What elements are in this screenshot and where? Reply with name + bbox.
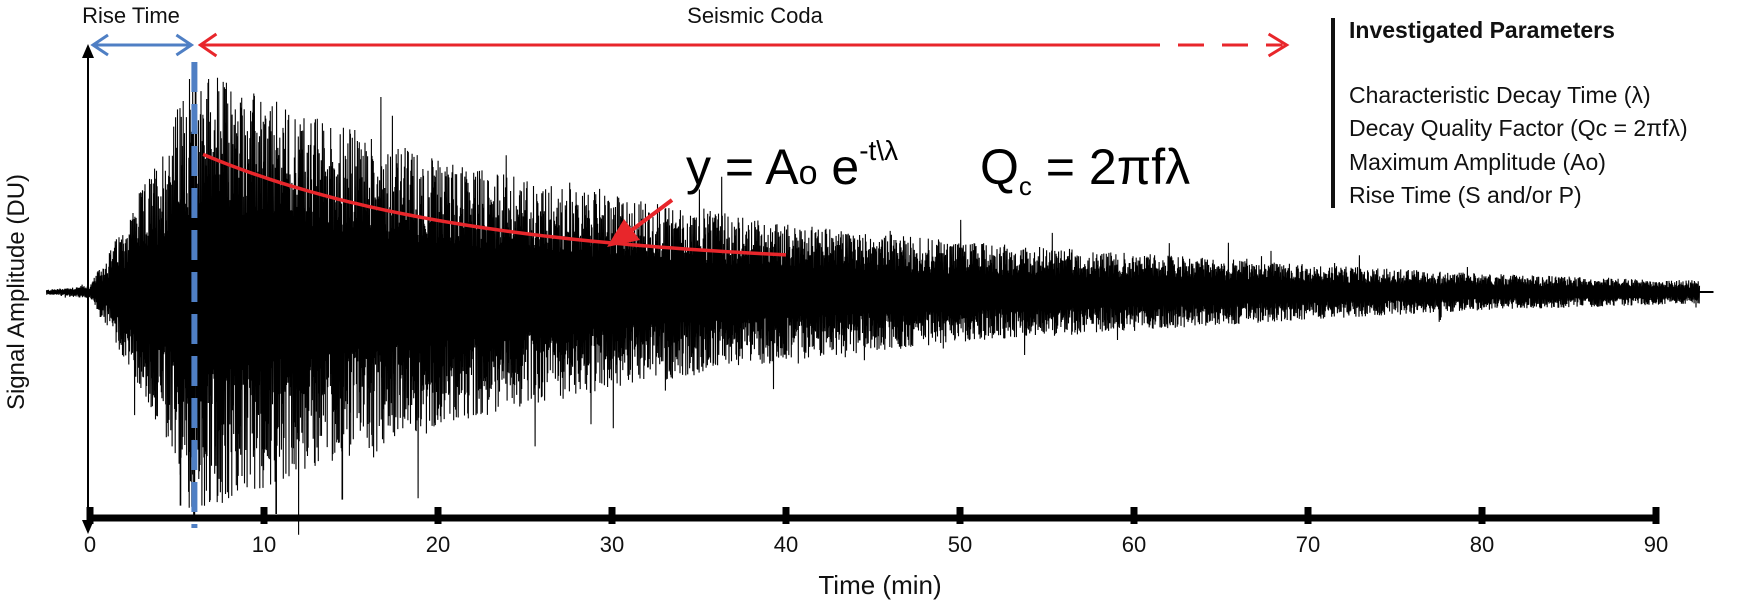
decay-formula-exponent: -t\λ [859, 135, 899, 167]
seismic-coda-label: Seismic Coda [687, 3, 823, 28]
rise-time-arrowhead-right [175, 33, 195, 57]
quality-formula-rhs: = 2πfλ [1031, 139, 1191, 195]
y-axis-arrow-top [82, 44, 94, 58]
parameters-divider [1331, 18, 1335, 208]
decay-fit-line [202, 152, 787, 257]
x-axis-label: Time (min) [818, 570, 941, 600]
decay-formula-lhs: y = A [686, 139, 799, 195]
parameter-item: Decay Quality Factor (Qc = 2πfλ) [1349, 115, 1688, 141]
parameter-item: Rise Time (S and/or P) [1349, 182, 1582, 208]
x-tick-label: 70 [1296, 532, 1320, 557]
coda-arrowhead-right [1267, 32, 1290, 58]
rise-time-label: Rise Time [82, 3, 180, 28]
x-tick-label: 60 [1122, 532, 1146, 557]
x-tick-label: 30 [600, 532, 624, 557]
x-tick-label: 20 [426, 532, 450, 557]
x-tick-label: 0 [84, 532, 96, 557]
x-tick-label: 10 [252, 532, 276, 557]
fit-pointer-line [626, 198, 674, 235]
decay-formula-a-subscript: o [798, 154, 818, 192]
quality-factor-formula: Qc = 2πfλ [980, 138, 1190, 202]
axes: 0 10 20 30 40 50 60 70 80 90 [82, 44, 1668, 557]
coda-arrowhead-left [197, 32, 218, 58]
decay-fit-curve [202, 152, 787, 257]
x-tick-label: 50 [948, 532, 972, 557]
y-axis-label: Signal Amplitude (DU) [3, 174, 30, 410]
decay-formula-e: e [817, 139, 860, 195]
decay-formula: y = Ao e-t\λ [686, 135, 899, 196]
x-tick-label: 90 [1644, 532, 1668, 557]
parameter-item: Maximum Amplitude (Ao) [1349, 148, 1606, 175]
parameter-item: Characteristic Decay Time (λ) [1349, 81, 1651, 108]
x-tick-label: 80 [1470, 532, 1494, 557]
rise-time-arrowhead-left [90, 33, 109, 57]
annotations [90, 32, 1290, 528]
quality-formula-subscript: c [1018, 171, 1032, 201]
parameters-title: Investigated Parameters [1349, 17, 1615, 43]
fit-pointer-arrowhead [607, 219, 640, 247]
waveform-trace [45, 68, 1701, 535]
quality-formula-q: Q [980, 139, 1019, 195]
x-tick-label: 40 [774, 532, 798, 557]
parameters-panel: Investigated Parameters Characteristic D… [1349, 14, 1688, 213]
